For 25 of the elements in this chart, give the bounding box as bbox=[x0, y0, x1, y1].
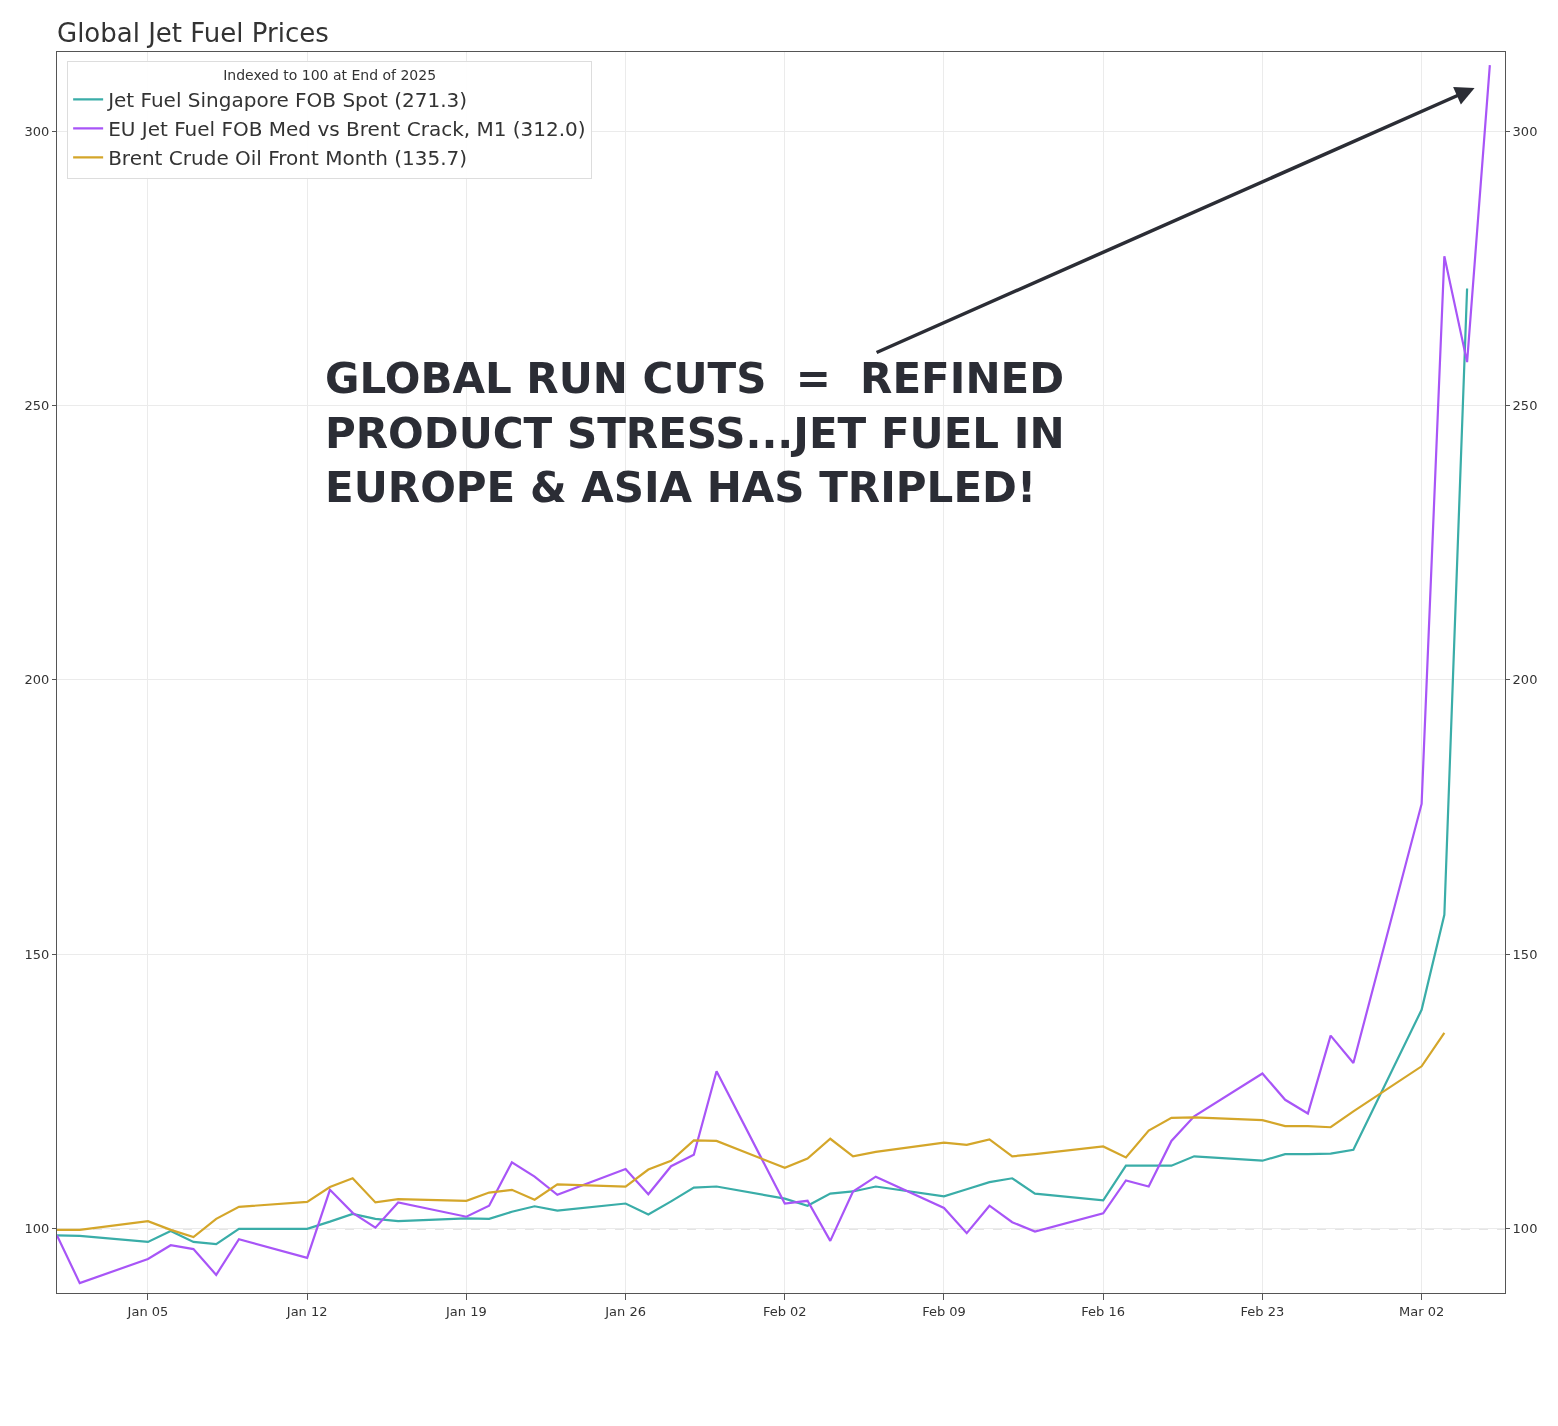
y2-tick-label: 200 bbox=[1512, 672, 1538, 688]
legend-title: Indexed to 100 at End of 2025 bbox=[223, 66, 437, 83]
y2-tick-label: 150 bbox=[1512, 946, 1538, 962]
x-tick-label: Feb 02 bbox=[762, 1303, 807, 1319]
legend-label: EU Jet Fuel FOB Med vs Brent Crack, M1 (312.0) bbox=[108, 117, 586, 142]
y2-tick-label: 100 bbox=[1512, 1221, 1538, 1237]
y-tick-label: 150 bbox=[24, 946, 50, 962]
y-tick-label: 300 bbox=[24, 123, 50, 139]
y-tick-label: 250 bbox=[24, 398, 50, 414]
x-tick-label: Feb 23 bbox=[1240, 1303, 1285, 1319]
y-tick-label: 100 bbox=[24, 1221, 50, 1237]
x-tick-label: Jan 26 bbox=[604, 1303, 646, 1319]
x-tick-label: Feb 09 bbox=[922, 1303, 966, 1319]
x-tick-label: Jan 05 bbox=[126, 1303, 169, 1319]
legend-label: Brent Crude Oil Front Month (135.7) bbox=[108, 146, 468, 171]
x-tick-label: Jan 19 bbox=[445, 1303, 487, 1319]
y2-tick-label: 300 bbox=[1512, 123, 1538, 139]
chart-title: Global Jet Fuel Prices bbox=[57, 18, 329, 49]
annotation: GLOBAL RUN CUTS = REFINED PRODUCT STRESS...JET FUEL IN EUROPE & ASIA HAS TRIPLED! bbox=[325, 354, 1065, 513]
x-tick-label: Feb 16 bbox=[1081, 1303, 1126, 1319]
x-tick-label: Jan 12 bbox=[285, 1303, 328, 1319]
y2-tick-label: 250 bbox=[1512, 398, 1538, 414]
x-tick-label: Mar 02 bbox=[1399, 1303, 1445, 1319]
legend-label: Jet Fuel Singapore FOB Spot (271.3) bbox=[106, 88, 468, 113]
y-tick-label: 200 bbox=[24, 672, 50, 688]
